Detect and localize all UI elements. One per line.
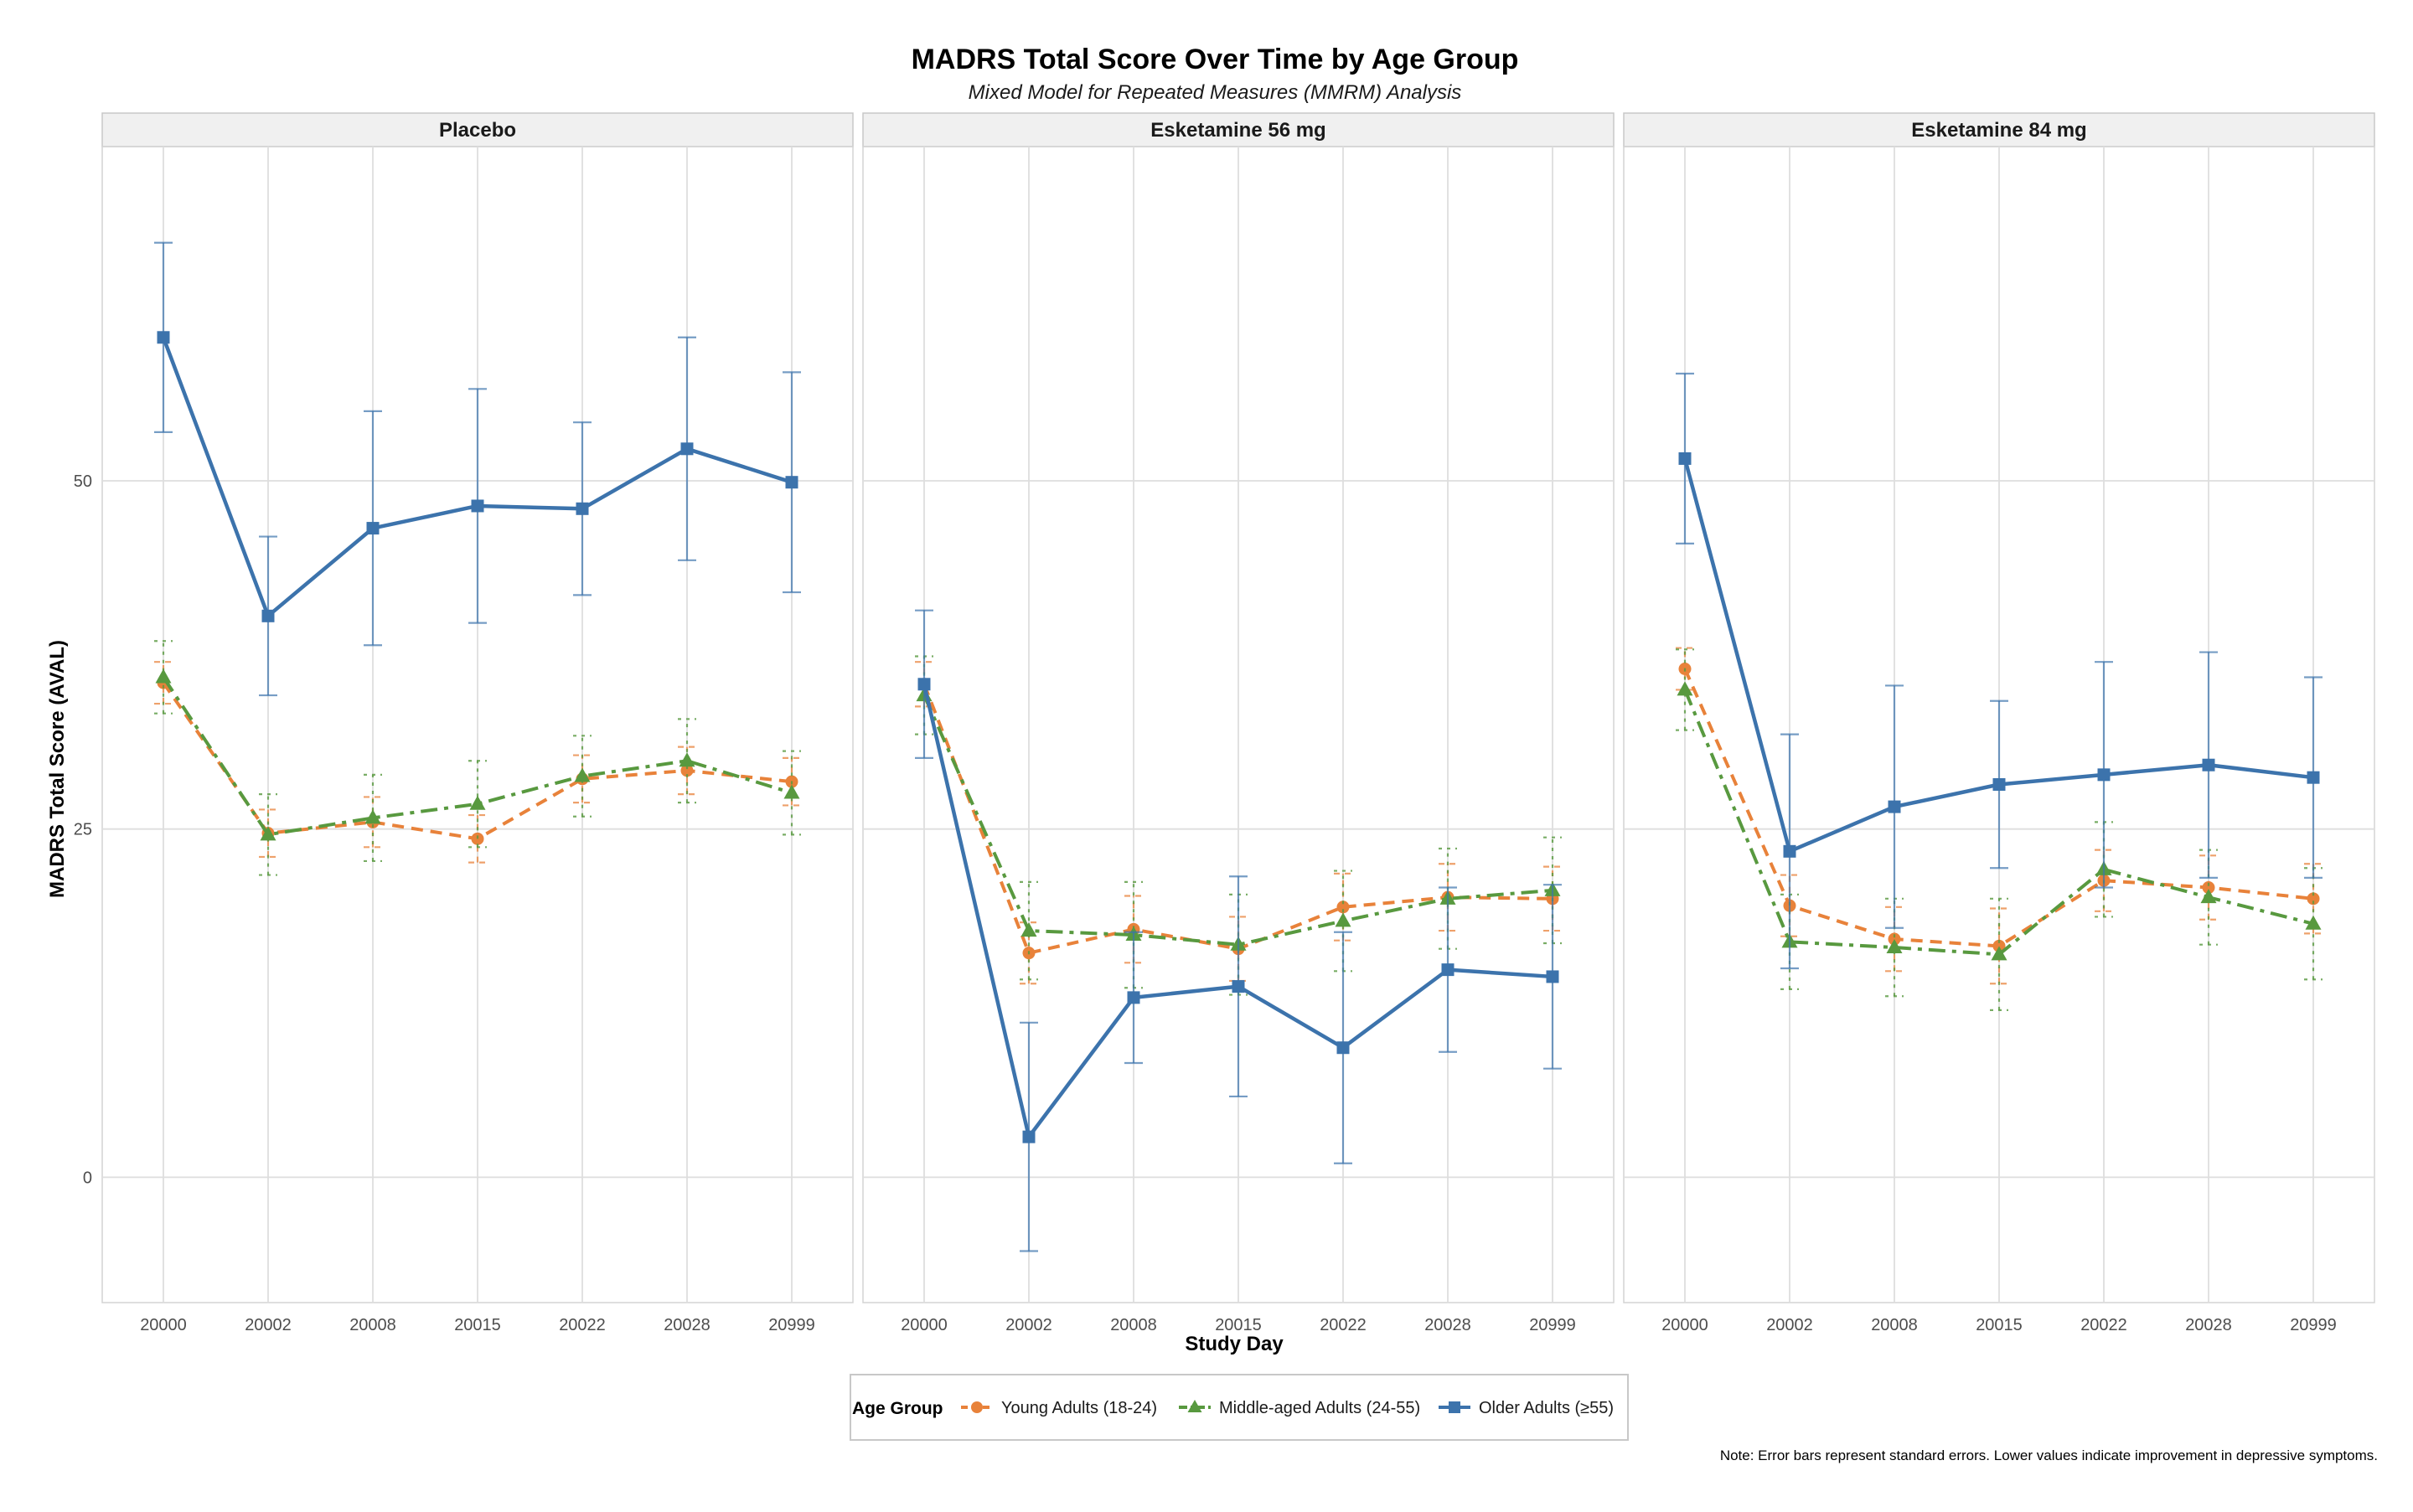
facet-panel: Esketamine 56 mg 20000 20002 20008 20015 2002… (862, 112, 1615, 1334)
data-point (1783, 844, 1796, 858)
data-point (366, 522, 380, 535)
data-point (2202, 758, 2215, 771)
x-tick-label: 20028 (1424, 1316, 1471, 1334)
data-point (1992, 777, 2006, 791)
data-point (1441, 963, 1455, 977)
data-point (680, 764, 694, 777)
x-tick-label: 20008 (349, 1316, 396, 1334)
data-point (2307, 892, 2320, 906)
data-point (155, 668, 172, 684)
legend-key-marker (1187, 1400, 1202, 1412)
x-tick-label: 20015 (454, 1316, 501, 1334)
x-tick-label: 20002 (245, 1316, 292, 1334)
data-point (469, 795, 486, 810)
x-tick-label: 20028 (664, 1316, 710, 1334)
y-tick-label: 25 (74, 821, 92, 839)
x-tick-label: 20002 (1005, 1316, 1052, 1334)
data-point (364, 809, 381, 824)
data-point (1335, 912, 1351, 927)
data-point (1886, 939, 1903, 954)
data-point (2202, 881, 2215, 895)
x-tick-label: 20015 (1215, 1316, 1262, 1334)
data-point (576, 502, 589, 515)
facet-strip-label: Placebo (439, 119, 516, 142)
x-tick-label: 20008 (1110, 1316, 1157, 1334)
x-tick-label: 20022 (1320, 1316, 1367, 1334)
series-group (1676, 372, 2323, 970)
x-tick-label: 20999 (1529, 1316, 1576, 1334)
y-tick-label: 0 (83, 1169, 92, 1187)
x-tick-label: 20002 (1766, 1316, 1813, 1334)
data-point (471, 499, 484, 513)
data-point (1232, 980, 1245, 993)
facet-strip (101, 112, 854, 147)
facet-strip-label: Esketamine 84 mg (1911, 119, 2086, 142)
x-tick-label: 20000 (140, 1316, 187, 1334)
chart-subtitle: Mixed Model for Repeated Measures (MMRM)… (969, 81, 1462, 104)
legend-key-marker (1449, 1401, 1460, 1413)
x-tick-label: 20999 (768, 1316, 815, 1334)
data-point (1677, 681, 1693, 696)
facet-strip (1623, 112, 2375, 147)
data-point (2200, 889, 2217, 904)
facet-panel: Esketamine 84 mg 20000 20002 20008 20015 2002… (1623, 112, 2375, 1334)
data-point (1127, 991, 1140, 1004)
x-tick-label: 20000 (1661, 1316, 1708, 1334)
data-point (1022, 1130, 1036, 1143)
data-point (1991, 946, 2007, 961)
data-point (1888, 800, 1901, 813)
chart-title: MADRS Total Score Over Time by Age Group (912, 44, 1519, 75)
data-point (471, 832, 484, 845)
data-point (157, 331, 170, 344)
y-tick-label: 50 (74, 472, 92, 491)
data-point (574, 767, 591, 782)
legend-item: Young Adults (18-24) (961, 1399, 1157, 1417)
x-axis-label: Study Day (1185, 1333, 1284, 1355)
x-tick-label: 20999 (2290, 1316, 2337, 1334)
series-group (915, 609, 1562, 1252)
data-point (2305, 915, 2322, 930)
data-point (783, 784, 800, 799)
legend-item: Middle-aged Adults (24-55) (1179, 1399, 1420, 1417)
data-point (1546, 970, 1559, 983)
series-group (154, 640, 801, 876)
x-tick-label: 20000 (901, 1316, 948, 1334)
data-point (260, 826, 276, 841)
y-axis-label: MADRS Total Score (AVAL) (46, 640, 69, 898)
data-point (1678, 452, 1692, 465)
legend-title: Age Group (852, 1399, 943, 1418)
facet-strip-label: Esketamine 56 mg (1150, 119, 1325, 142)
legend-key-marker (971, 1401, 983, 1413)
data-point (917, 678, 931, 691)
x-tick-label: 20015 (1976, 1316, 2023, 1334)
legend-label: Middle-aged Adults (24-55) (1219, 1399, 1420, 1417)
data-point (2097, 768, 2111, 782)
x-tick-label: 20022 (2080, 1316, 2127, 1334)
data-point (785, 476, 798, 489)
x-tick-label: 20008 (1871, 1316, 1918, 1334)
series-group (154, 241, 801, 697)
data-point (680, 442, 694, 456)
legend: Age Group Young Adults (18-24) Middle-age… (850, 1374, 1629, 1441)
x-tick-label: 20022 (559, 1316, 606, 1334)
data-point (2307, 771, 2320, 784)
data-point (1336, 900, 1350, 914)
facet-panel: Placebo 20000 20002 20008 20015 20022 20028 209… (74, 112, 854, 1334)
x-tick-label: 20028 (2185, 1316, 2232, 1334)
data-point (261, 609, 275, 622)
facet-panels: Placebo 20000 20002 20008 20015 20022 20028 209… (74, 112, 2375, 1334)
data-point (1020, 922, 1037, 937)
legend-item: Older Adults (≥55) (1439, 1399, 1614, 1417)
legend-items: Young Adults (18-24) Middle-aged Adults (… (961, 1399, 1614, 1417)
legend-label: Older Adults (≥55) (1479, 1399, 1614, 1417)
data-point (1336, 1041, 1350, 1055)
legend-label: Young Adults (18-24) (1001, 1399, 1157, 1417)
footnote: Note: Error bars represent standard erro… (1720, 1447, 2378, 1463)
data-point (679, 752, 695, 767)
